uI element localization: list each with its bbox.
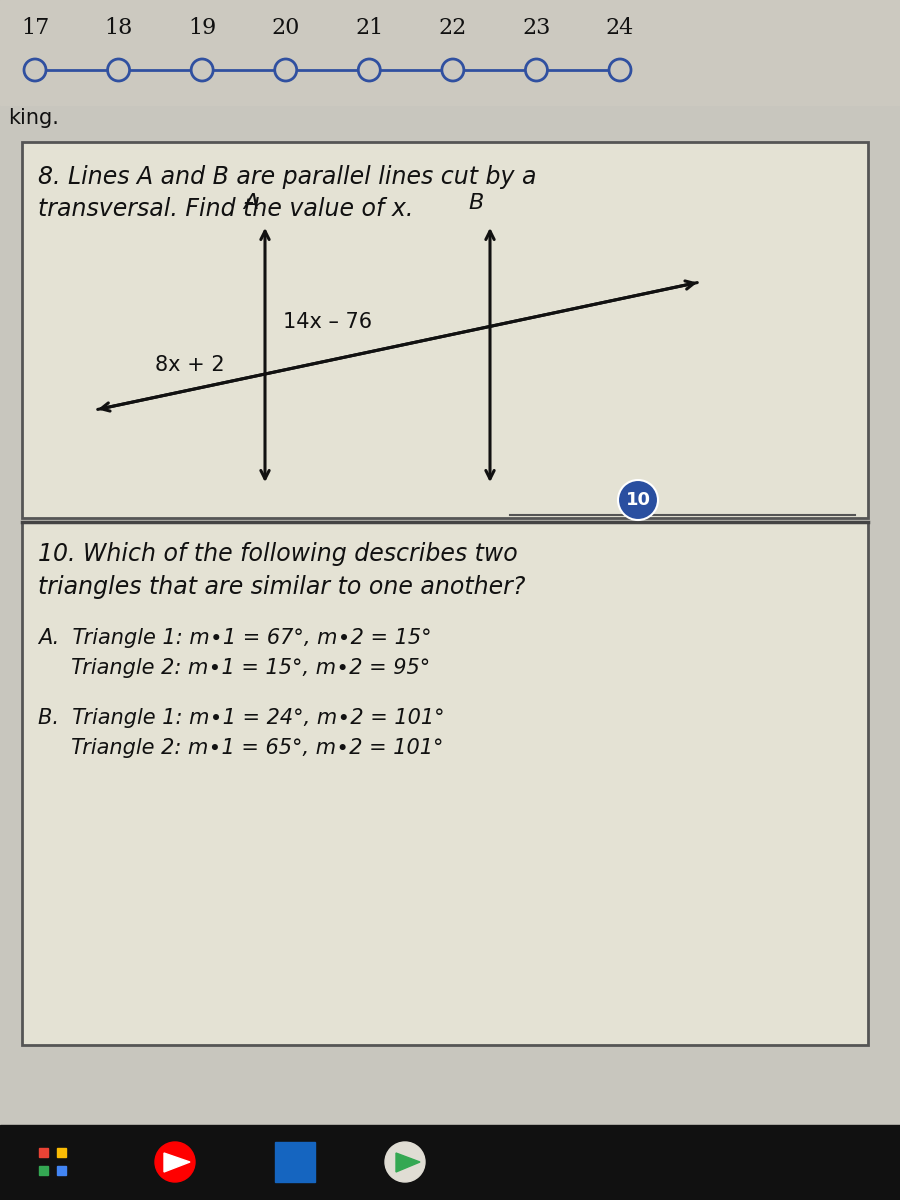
Text: A: A (243, 193, 258, 214)
Text: B: B (468, 193, 483, 214)
Text: B.  Triangle 1: m∙1 = 24°, m∙2 = 101°: B. Triangle 1: m∙1 = 24°, m∙2 = 101° (38, 708, 445, 728)
Bar (275, 1142, 315, 1182)
Bar (57, 1166, 66, 1175)
Circle shape (618, 480, 658, 520)
Text: 10. Which of the following describes two: 10. Which of the following describes two (38, 542, 517, 566)
Text: transversal. Find the value of x.: transversal. Find the value of x. (38, 197, 413, 221)
Circle shape (191, 59, 213, 80)
Circle shape (385, 1142, 425, 1182)
Bar (39, 1166, 48, 1175)
Text: 10: 10 (626, 491, 651, 509)
Bar (22, 522, 868, 1045)
Bar (22, 142, 868, 518)
Circle shape (24, 59, 46, 80)
Circle shape (155, 1142, 195, 1182)
Bar (0, 0, 900, 104)
Text: 24: 24 (606, 17, 634, 38)
Circle shape (609, 59, 631, 80)
Text: Triangle 2: m∙1 = 15°, m∙2 = 95°: Triangle 2: m∙1 = 15°, m∙2 = 95° (38, 658, 430, 678)
Text: 17: 17 (21, 17, 50, 38)
Text: 8. Lines A and B are parallel lines cut by a: 8. Lines A and B are parallel lines cut … (38, 164, 536, 188)
Polygon shape (396, 1153, 420, 1172)
Polygon shape (164, 1153, 190, 1172)
Bar (57, 1148, 66, 1157)
Circle shape (526, 59, 547, 80)
Bar (0, 1126, 900, 1200)
Circle shape (274, 59, 297, 80)
Text: triangles that are similar to one another?: triangles that are similar to one anothe… (38, 575, 526, 599)
Text: Triangle 2: m∙1 = 65°, m∙2 = 101°: Triangle 2: m∙1 = 65°, m∙2 = 101° (38, 738, 444, 758)
Text: 14x – 76: 14x – 76 (283, 312, 372, 332)
Text: 21: 21 (356, 17, 383, 38)
Text: king.: king. (8, 108, 58, 128)
Text: 22: 22 (438, 17, 467, 38)
Text: A.  Triangle 1: m∙1 = 67°, m∙2 = 15°: A. Triangle 1: m∙1 = 67°, m∙2 = 15° (38, 628, 432, 648)
Circle shape (442, 59, 464, 80)
Text: 18: 18 (104, 17, 133, 38)
Bar (39, 1148, 48, 1157)
Text: 19: 19 (188, 17, 216, 38)
Circle shape (108, 59, 130, 80)
Circle shape (358, 59, 381, 80)
Text: 8x + 2: 8x + 2 (155, 355, 225, 374)
Text: 23: 23 (522, 17, 551, 38)
Text: 20: 20 (272, 17, 300, 38)
